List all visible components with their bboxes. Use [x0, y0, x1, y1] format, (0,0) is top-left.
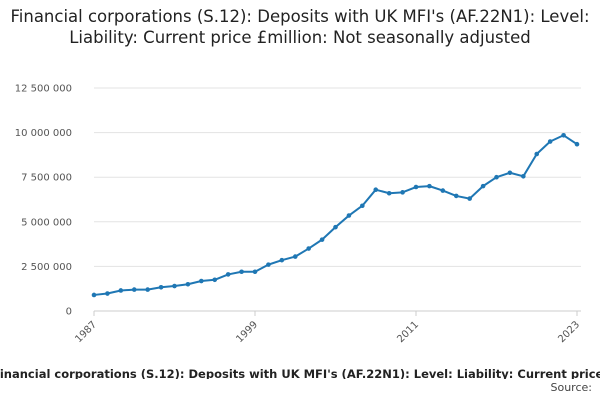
data-point[interactable] [319, 237, 325, 242]
y-tick-label: 7 500 000 [21, 173, 72, 184]
data-point[interactable] [494, 174, 499, 180]
data-point[interactable] [507, 170, 513, 176]
data-point[interactable] [521, 174, 526, 179]
x-tick-label: 1999 [234, 319, 260, 345]
data-point[interactable] [131, 287, 137, 292]
data-point[interactable] [225, 272, 231, 277]
series-line [93, 134, 578, 296]
data-point[interactable] [118, 288, 124, 293]
data-point[interactable] [534, 151, 540, 157]
data-point[interactable] [212, 277, 218, 283]
y-tick-label: 5 000 000 [21, 217, 72, 228]
data-point[interactable] [400, 190, 405, 195]
data-point[interactable] [346, 213, 352, 218]
data-point[interactable] [199, 278, 204, 284]
data-point[interactable] [333, 224, 338, 230]
x-tick-label: 2011 [395, 319, 421, 345]
legend: Financial corporations (S.12): Deposits … [0, 363, 600, 379]
y-axis: 0 2 500 000 5 000 000 7 500 000 10 000 000 12… [15, 84, 72, 318]
source-label: Source: [550, 381, 593, 394]
data-point[interactable] [158, 284, 164, 290]
data-point[interactable] [279, 257, 285, 263]
data-point[interactable] [145, 287, 150, 292]
data-point[interactable] [252, 269, 258, 275]
data-point[interactable] [561, 132, 566, 138]
data-point[interactable] [292, 254, 298, 259]
x-tick-label: 2023 [556, 319, 582, 345]
data-point[interactable] [239, 269, 244, 275]
x-tick-label: 1987 [73, 319, 99, 345]
data-point[interactable] [172, 283, 177, 289]
data-point[interactable] [91, 292, 97, 298]
data-point[interactable] [386, 190, 392, 196]
data-point[interactable] [480, 183, 486, 189]
data-point[interactable] [266, 262, 271, 267]
data-point[interactable] [427, 183, 432, 189]
data-series [91, 132, 580, 298]
data-point[interactable] [440, 188, 446, 193]
y-tick-label: 2 500 000 [21, 262, 72, 273]
data-point[interactable] [467, 196, 472, 201]
grid-lines [94, 87, 581, 267]
data-point[interactable] [306, 246, 311, 251]
chart-title: Financial corporations (S.12): Deposits … [10, 7, 590, 47]
data-point[interactable] [360, 203, 365, 209]
data-point[interactable] [105, 291, 110, 296]
y-tick-label: 10 000 000 [15, 128, 72, 139]
data-point[interactable] [574, 141, 580, 147]
data-point[interactable] [413, 184, 419, 190]
data-point[interactable] [547, 139, 553, 144]
x-axis: 1987 1999 2011 2023 [73, 310, 582, 345]
data-point[interactable] [185, 281, 191, 287]
data-point[interactable] [373, 187, 379, 192]
y-tick-label: 12 500 000 [15, 84, 72, 95]
y-tick-label: 0 [66, 307, 72, 318]
data-point[interactable] [453, 193, 459, 199]
legend-series-label: Financial corporations (S.12): Deposits … [0, 367, 600, 379]
